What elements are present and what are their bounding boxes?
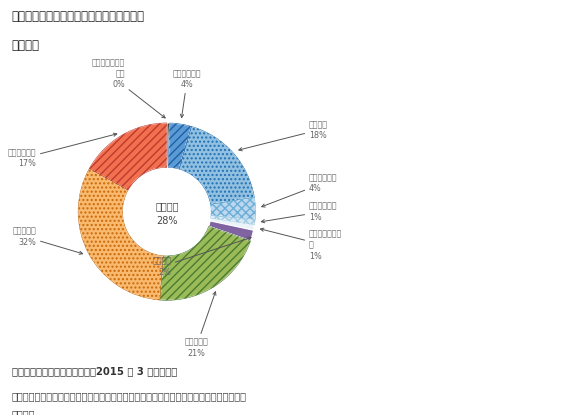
Text: 28%: 28% [156,215,178,225]
Wedge shape [89,123,167,190]
Text: 総研作成: 総研作成 [12,409,35,415]
Text: 事業法人等
21%: 事業法人等 21% [184,292,216,358]
Text: 生命保険会社
4%: 生命保険会社 4% [261,173,337,207]
Text: （注）保有比率は金額ベース。2015 年 3 月末時点。: （注）保有比率は金額ベース。2015 年 3 月末時点。 [12,366,177,376]
Text: 図表１：日本の上場株式の主体別保有比率: 図表１：日本の上場株式の主体別保有比率 [12,10,145,23]
Text: 政府・地方公共
団体
0%: 政府・地方公共 団体 0% [92,58,165,118]
Text: （出所）東京証券取引所・名古屋証券取引所・福岡証券取引所・札幌証券取引所より大和: （出所）東京証券取引所・名古屋証券取引所・福岡証券取引所・札幌証券取引所より大和 [12,391,246,401]
Text: ＜日本＞: ＜日本＞ [12,39,40,52]
Wedge shape [210,197,256,219]
Text: 外国法人等
32%: 外国法人等 32% [13,227,83,254]
Text: 金融機関: 金融機関 [155,201,178,211]
Text: 都銀・地銀等
4%: 都銀・地銀等 4% [173,69,202,117]
Wedge shape [179,127,254,205]
Wedge shape [210,218,254,230]
Text: その他の金融機
関
1%: その他の金融機 関 1% [260,228,342,261]
Text: 証券会社
2%: 証券会社 2% [152,237,251,277]
Text: 損害保険会社
1%: 損害保険会社 1% [261,202,337,223]
Wedge shape [167,123,170,167]
Wedge shape [211,215,255,225]
Text: 個人・その他
17%: 個人・その他 17% [8,133,117,168]
Text: 信託銀行
18%: 信託銀行 18% [239,120,328,151]
Wedge shape [168,123,191,169]
Wedge shape [78,168,163,300]
Wedge shape [160,226,250,300]
Wedge shape [209,221,253,241]
